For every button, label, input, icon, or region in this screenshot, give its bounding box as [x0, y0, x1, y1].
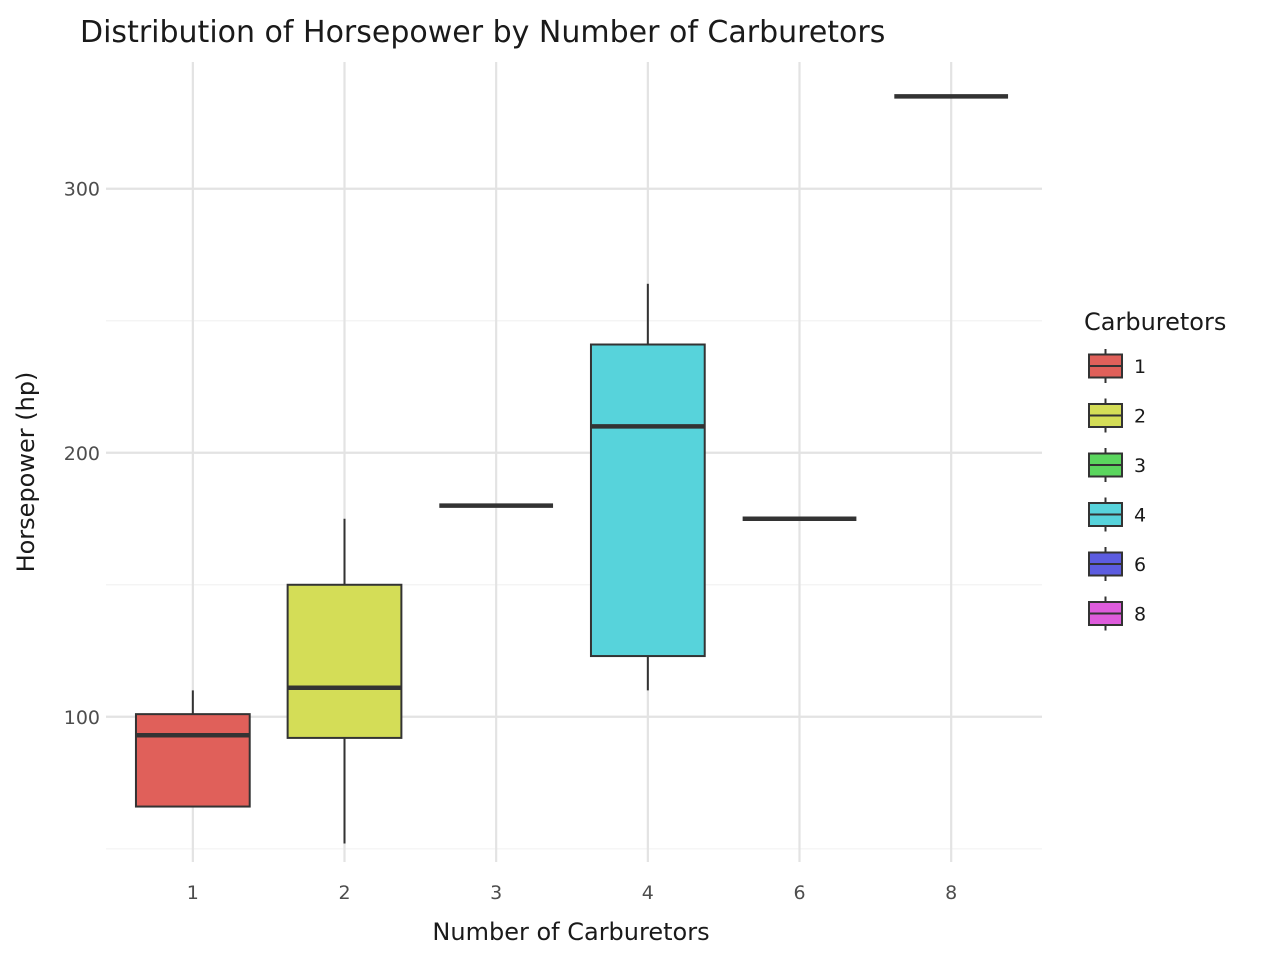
- legend-item-2: 2: [1088, 398, 1146, 433]
- y-tick-label: 200: [64, 443, 100, 465]
- y-tick-label: 300: [64, 179, 100, 201]
- legend-label: 4: [1134, 505, 1146, 527]
- legend-label: 2: [1134, 406, 1146, 428]
- legend-item-4: 4: [1088, 497, 1146, 532]
- box-category-2: [286, 518, 403, 844]
- legend-label: 3: [1134, 455, 1146, 477]
- legend-label: 1: [1134, 356, 1146, 378]
- legend: Carburetors 1 2 3 4 6 8: [1084, 308, 1226, 631]
- x-tick-label: 1: [187, 882, 199, 904]
- x-tick-label: 4: [642, 882, 654, 904]
- x-tick-label: 8: [945, 882, 957, 904]
- box-series: [134, 94, 1009, 844]
- tick-labels: 100 200 300 1 2 3 4 6 8: [64, 179, 957, 904]
- legend-item-8: 8: [1088, 596, 1146, 631]
- legend-item-1: 1: [1088, 349, 1146, 383]
- x-tick-label: 2: [338, 882, 350, 904]
- legend-title: Carburetors: [1084, 308, 1226, 336]
- x-tick-label: 6: [793, 882, 805, 904]
- y-axis-title: Horsepower (hp): [12, 372, 40, 573]
- x-axis-title: Number of Carburetors: [432, 918, 709, 946]
- legend-item-6: 6: [1088, 547, 1146, 581]
- box-category-4: [589, 283, 706, 691]
- box-body: [286, 583, 403, 739]
- box-body: [134, 713, 251, 808]
- chart-title: Distribution of Horsepower by Number of …: [80, 15, 885, 50]
- box-category-1: [134, 690, 251, 808]
- legend-label: 8: [1134, 604, 1146, 626]
- x-tick-label: 3: [490, 882, 502, 904]
- legend-label: 6: [1134, 554, 1146, 576]
- y-tick-label: 100: [64, 707, 100, 729]
- legend-item-3: 3: [1088, 448, 1146, 482]
- box-body: [589, 343, 706, 658]
